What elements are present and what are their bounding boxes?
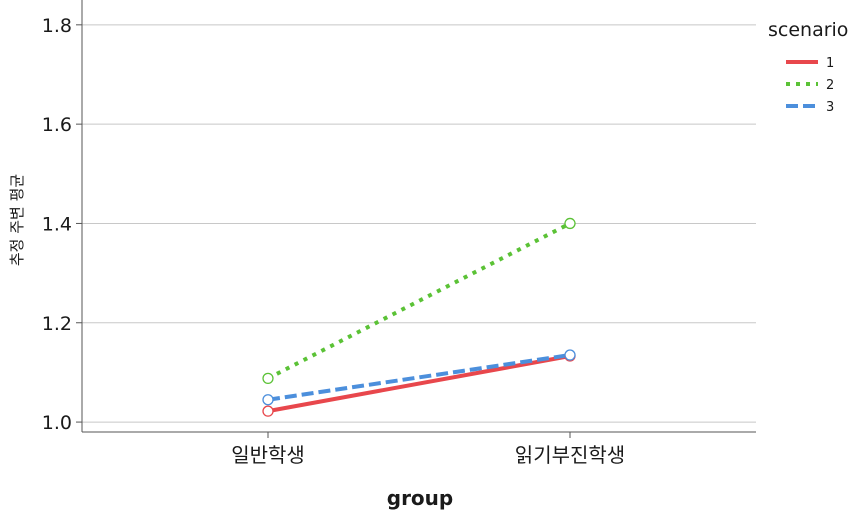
data-points — [262, 217, 576, 417]
y-tick-label-1: 1.2 — [42, 313, 72, 335]
gridlines — [76, 24, 756, 423]
data-point-1-0 — [262, 405, 274, 417]
y-tick-label-3: 1.6 — [42, 114, 72, 136]
legend-title: scenario — [768, 19, 848, 41]
y-tick-label-0: 1.0 — [42, 412, 72, 434]
legend-items: 1 2 3 — [786, 56, 834, 115]
series-line-2 — [267, 221, 571, 381]
legend: scenario 1 2 3 — [768, 19, 848, 115]
legend-label-1: 1 — [826, 56, 834, 71]
data-point-2-0 — [262, 372, 274, 385]
series-lines — [267, 221, 571, 414]
y-tick-labels: 1.0 1.2 1.4 1.6 1.8 — [42, 15, 72, 434]
legend-label-2: 2 — [826, 78, 834, 93]
series-line-3 — [267, 353, 571, 402]
y-tick-label-2: 1.4 — [42, 213, 72, 235]
x-tick-labels: 일반학생 읽기부진학생 — [231, 432, 625, 467]
x-tick-label-0: 일반학생 — [231, 443, 305, 467]
data-point-2-1 — [564, 217, 576, 230]
x-tick-label-1: 읽기부진학생 — [515, 443, 625, 467]
y-tick-label-4: 1.8 — [42, 15, 72, 37]
x-axis-title: group — [387, 486, 453, 510]
y-axis-title: 추정 주변 평균 — [8, 174, 26, 267]
data-point-3-1 — [564, 349, 576, 361]
data-point-3-0 — [262, 394, 274, 406]
axes — [81, 0, 756, 433]
series-line-1 — [267, 354, 571, 414]
legend-label-3: 3 — [826, 100, 834, 115]
